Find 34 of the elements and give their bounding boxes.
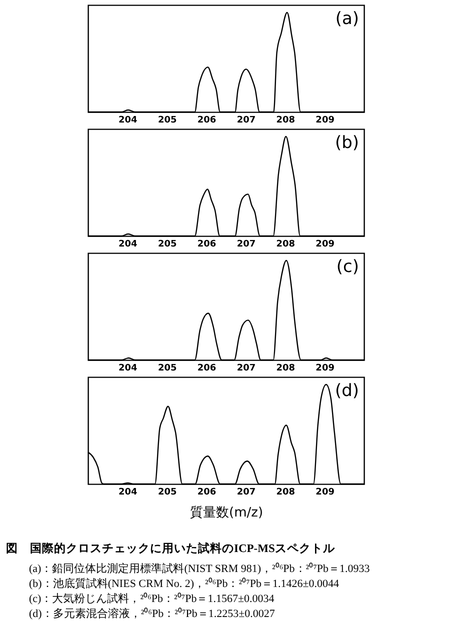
chart-title: (d)	[334, 381, 359, 401]
x-tick-label: 207	[236, 240, 256, 250]
text: (a)：鉛同位体比測定用標準試料(NIST SRM 981)，²⁰⁶Pb：²⁰⁷Pb＝1.0933	[29, 562, 370, 575]
x-tick-label: 207	[236, 116, 256, 126]
x-tick-label: 204	[118, 488, 138, 498]
x-tick-label: 205	[158, 240, 177, 250]
x-tick-label: 208	[276, 240, 296, 250]
text: (c)：大気粉じん試料，²⁰⁶Pb：²⁰⁷Pb＝1.1567±0.0034	[29, 592, 275, 605]
x-tick-label: 206	[197, 116, 216, 126]
x-axis-title: 質量数(m/z)	[190, 506, 264, 520]
text: (d)：多元素混合溶液，²⁰⁶Pb：²⁰⁷Pb＝1.2253±0.0027	[29, 607, 276, 620]
chart-title: (b)	[334, 133, 359, 153]
x-tick-label: 209	[316, 116, 334, 126]
x-tick-label: 206	[197, 364, 216, 374]
chart-title: (c)	[336, 257, 359, 277]
x-tick-label: 204	[118, 364, 138, 374]
text: (b)：池底質試料(NIES CRM No. 2)，²⁰⁶Pb：²⁰⁷Pb＝1.1426±0.0044	[29, 577, 340, 590]
x-tick-label: 209	[316, 488, 334, 498]
x-tick-label: 209	[316, 364, 334, 374]
x-tick-label: 207	[236, 488, 256, 498]
x-tick-label: 206	[197, 240, 216, 250]
text: 図 国際的クロスチェックに用いた試料のICP-MSスペクトル	[6, 541, 336, 555]
x-tick-label: 209	[316, 240, 334, 250]
x-tick-label: 205	[158, 364, 177, 374]
chart-title: (a)	[335, 9, 359, 29]
x-tick-label: 207	[236, 364, 256, 374]
x-tick-label: 204	[118, 116, 138, 126]
x-tick-label: 206	[197, 488, 216, 498]
x-tick-label: 208	[276, 364, 296, 374]
x-tick-label: 205	[158, 488, 177, 498]
x-tick-label: 204	[118, 240, 138, 250]
x-tick-label: 205	[158, 116, 177, 126]
x-tick-label: 208	[276, 488, 296, 498]
x-tick-label: 208	[276, 116, 296, 126]
